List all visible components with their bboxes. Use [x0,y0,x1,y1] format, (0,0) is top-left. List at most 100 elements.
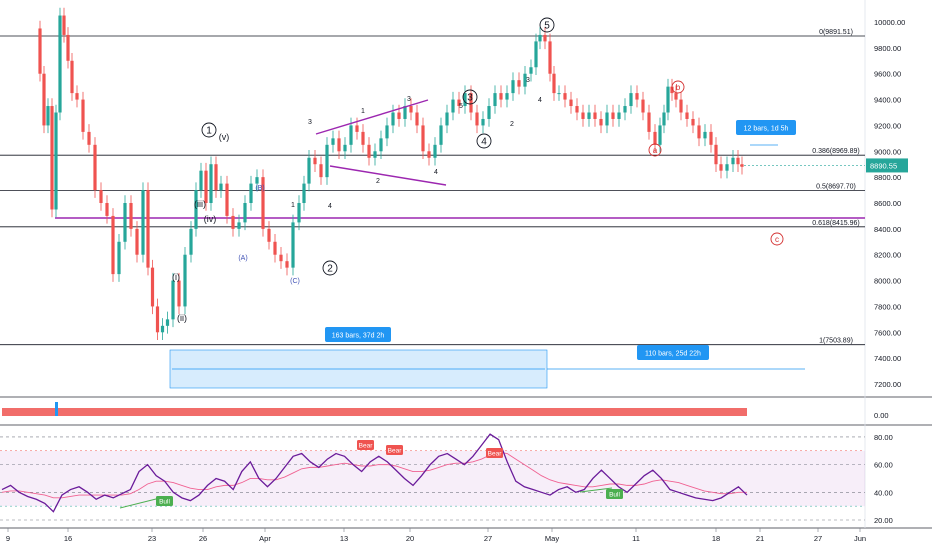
price-tick-label: 8800.00 [874,173,901,182]
candle-body [70,60,74,94]
candle-body [225,183,229,216]
wave-minor-label: 4 [434,169,438,176]
candle-body [647,112,651,132]
candle-body [691,118,695,126]
candle-body [261,177,265,229]
candle-body [523,73,527,87]
wave-red-circle [648,143,662,157]
candle-body [42,73,46,126]
wave-minor-label: 4 [538,97,542,104]
candle-body [183,254,187,307]
candle-body [719,164,723,171]
candle-body [231,215,235,229]
candle-body [385,125,389,139]
candle-body [703,131,707,139]
wedge-upper-line [315,99,429,135]
date-tick-label: 18 [712,534,720,543]
candle-body [249,183,253,203]
candle-body [343,144,347,152]
candle-body [379,138,383,152]
candle-body [214,164,218,191]
candle-body [141,190,145,255]
wave-minor-label: (ii) [177,313,187,323]
wave-minor-label: (iv) [204,214,217,224]
wave-minor-label: (iii) [194,199,206,209]
signal-bull-bg [606,489,623,499]
candle-body [731,157,735,165]
fib-level-label: 0.386(8969.89) [812,148,859,155]
date-tick-label: 23 [148,534,156,543]
signal-bear: Bear [388,448,403,455]
wave-major-label: 2 [327,264,333,275]
candle-body [543,34,547,42]
candle-body [481,118,485,126]
price-tick-label: 8200.00 [874,251,901,260]
candle-body [415,112,419,126]
candle-body [611,112,615,119]
candle-body [313,157,317,165]
candle-body [361,131,365,145]
rsi-band [0,450,865,507]
candle-body [160,325,165,333]
wave-minor-label: 1 [291,202,295,209]
candle-body [403,106,407,119]
price-tick-label: 9400.00 [874,96,901,105]
candle-body [150,267,155,307]
candle-body [469,93,473,113]
fib-level-label: 0.618(8415.96) [812,220,859,227]
date-tick-label: 27 [814,534,822,543]
signal-bear-bg [357,440,374,450]
rsi-line [1,433,748,513]
candle-body [146,190,150,268]
candle-body [189,228,193,255]
candle-body [674,93,678,100]
candle-body [155,306,160,333]
candles-group [38,7,744,341]
price-tick-label: 9000.00 [874,147,901,156]
candle-body [285,261,289,268]
candle-body [123,203,127,242]
candle-body [605,112,609,126]
candle-body [487,106,491,119]
date-tick-label: 16 [64,534,72,543]
fib-level-label: 1(7503.89) [819,338,853,345]
candle-body [66,34,70,61]
candle-body [629,93,633,107]
candle-body [81,99,85,132]
signal-bear-bg [486,448,503,458]
wave-major-label: 3 [467,93,473,104]
wave-major-circle [201,122,217,138]
candle-body [243,203,247,223]
bull-divergence-line [579,487,613,493]
candle-body [54,112,58,210]
candle-body [679,99,683,113]
wave-major-label: 1 [206,126,212,137]
candle-body [505,93,509,100]
candle-body [204,170,208,203]
candle-body [331,138,335,145]
wave-major-circle [322,260,338,276]
candle-body [349,125,353,145]
signal-bear: Bear [359,443,374,450]
candle-body [623,106,627,113]
candle-body [355,125,359,132]
range-label-12-bars-bg [736,120,796,135]
candle-body [194,190,198,229]
current-price-badge [866,158,908,173]
date-tick-label: 11 [632,534,640,543]
candle-body [552,73,556,94]
signal-bull-bg [156,496,173,506]
candle-body [493,93,497,107]
price-tick-label: 9200.00 [874,121,901,130]
candle-body [165,319,170,326]
wave-red-label: c [775,235,779,244]
range-label-163-bars-bg [325,327,391,342]
candle-body [291,222,295,268]
candle-body [529,67,533,74]
candle-body [50,106,54,210]
wave-minor-label: 3 [308,119,312,126]
date-tick-label: May [545,534,559,543]
candle-body [581,112,585,119]
